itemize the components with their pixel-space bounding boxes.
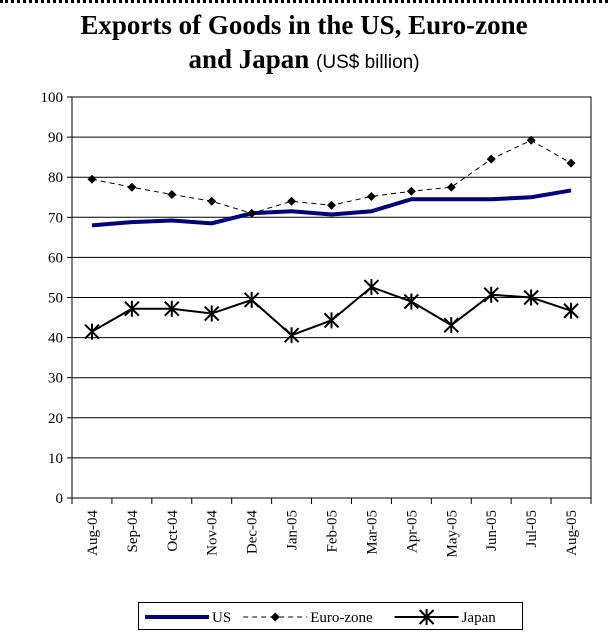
x-tick-label: Mar-05 bbox=[364, 510, 380, 555]
legend: US Euro-zone Japan bbox=[138, 602, 523, 630]
data-point bbox=[167, 189, 177, 199]
y-tick-label: 50 bbox=[48, 291, 63, 307]
chart-subtitle: (US$ billion) bbox=[316, 52, 420, 73]
data-point bbox=[323, 312, 340, 329]
x-tick-label: Feb-05 bbox=[325, 510, 341, 553]
data-point bbox=[327, 200, 336, 210]
x-tick-label: Sep-04 bbox=[125, 510, 141, 553]
x-tick-label: Apr-05 bbox=[404, 510, 420, 553]
data-point bbox=[270, 612, 280, 622]
data-point bbox=[164, 300, 180, 317]
title-line-1: Exports of Goods in the US, Euro-zone bbox=[80, 10, 528, 40]
data-point bbox=[563, 302, 579, 319]
series-euro-zone bbox=[87, 135, 576, 218]
series-us bbox=[91, 188, 572, 228]
y-tick-label: 40 bbox=[48, 331, 63, 347]
data-point bbox=[443, 317, 459, 334]
data-point bbox=[283, 327, 300, 344]
data-point bbox=[287, 196, 297, 206]
x-tick-label: Jan-05 bbox=[285, 510, 301, 550]
y-tick-label: 10 bbox=[48, 451, 63, 467]
y-tick-labels: 0 10 20 30 40 50 60 70 80 90 100 bbox=[41, 90, 64, 507]
y-tick-label: 100 bbox=[41, 90, 64, 106]
x-tick-label: Dec-04 bbox=[245, 510, 261, 555]
x-tick-label: Nov-04 bbox=[205, 510, 221, 556]
y-tick-label: 0 bbox=[56, 491, 64, 507]
y-tick-label: 70 bbox=[48, 210, 63, 226]
series-line bbox=[91, 188, 572, 228]
top-border bbox=[0, 0, 608, 3]
legend-item: Euro-zone bbox=[243, 610, 373, 626]
x-tick-labels: Aug-04 Sep-04 Oct-04 Nov-04 Dec-04 Jan-05 Feb-… bbox=[85, 510, 580, 558]
legend-label: Japan bbox=[462, 610, 497, 626]
data-point bbox=[566, 158, 576, 168]
data-point bbox=[366, 191, 376, 201]
y-tick-label: 60 bbox=[48, 250, 63, 266]
data-point bbox=[207, 196, 217, 206]
plot-border bbox=[71, 96, 592, 499]
x-tick-label: Oct-04 bbox=[165, 510, 181, 552]
data-point bbox=[124, 300, 140, 317]
legend-item: Japan bbox=[394, 609, 497, 626]
x-tick-label: Jun-05 bbox=[484, 510, 500, 551]
data-point bbox=[84, 323, 100, 340]
chart-title: Exports of Goods in the US, Euro-zone an… bbox=[0, 8, 608, 80]
data-point bbox=[403, 293, 420, 310]
y-tick-label: 20 bbox=[48, 411, 63, 427]
x-tick-label: May-05 bbox=[444, 510, 460, 558]
title-line-2: and Japan bbox=[188, 44, 310, 74]
series-layer bbox=[84, 135, 579, 344]
y-tick-label: 80 bbox=[48, 170, 63, 186]
data-point bbox=[483, 286, 499, 303]
axes bbox=[67, 96, 592, 504]
data-point bbox=[247, 208, 257, 218]
data-point bbox=[418, 609, 435, 625]
series-japan bbox=[84, 279, 579, 344]
data-point bbox=[204, 305, 220, 322]
x-tick-label: Aug-05 bbox=[564, 510, 580, 556]
data-point bbox=[127, 182, 137, 192]
gridlines bbox=[72, 96, 591, 459]
x-tick-label: Aug-04 bbox=[85, 510, 101, 556]
legend-label: US bbox=[212, 610, 231, 626]
data-point bbox=[446, 182, 456, 192]
data-point bbox=[526, 135, 536, 145]
legend-label: Euro-zone bbox=[310, 610, 373, 626]
data-point bbox=[243, 291, 260, 308]
x-tick-label: Jul-05 bbox=[524, 510, 540, 548]
data-point bbox=[406, 186, 416, 196]
data-point bbox=[87, 174, 97, 184]
data-point bbox=[363, 279, 380, 296]
legend-item: US bbox=[145, 610, 231, 626]
data-point bbox=[523, 289, 539, 306]
y-tick-label: 30 bbox=[48, 371, 63, 387]
y-tick-label: 90 bbox=[48, 130, 63, 146]
data-point bbox=[486, 154, 496, 164]
